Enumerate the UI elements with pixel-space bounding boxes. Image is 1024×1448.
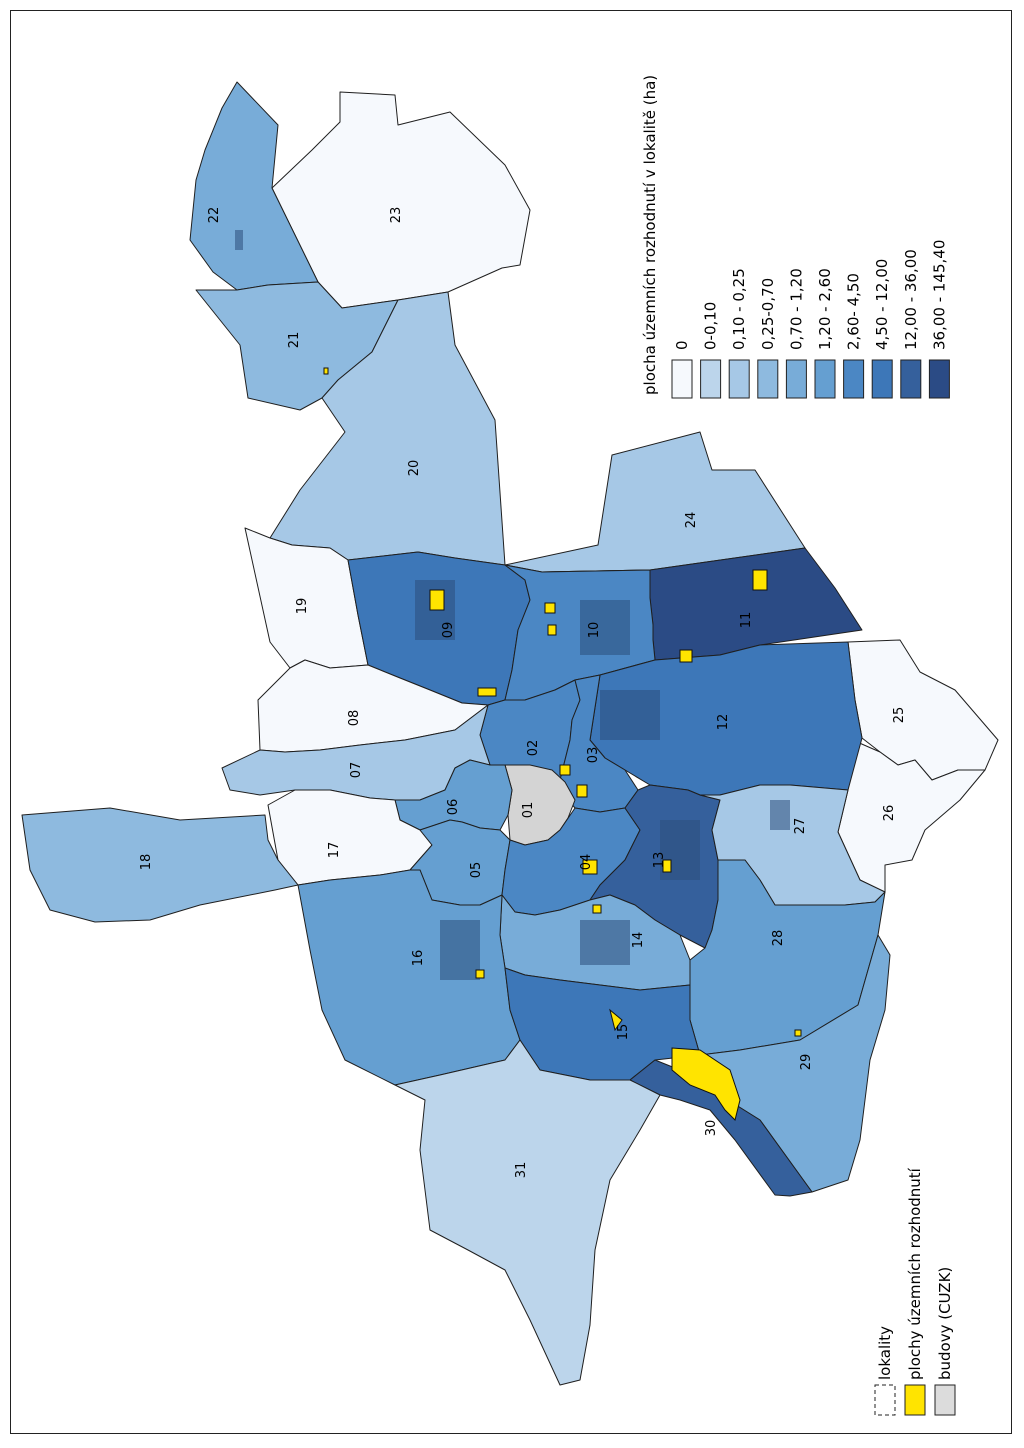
budovy-swatch bbox=[934, 1384, 956, 1416]
district-label-25: 25 bbox=[892, 707, 907, 724]
legend-swatch-1 bbox=[700, 359, 722, 399]
decision-areas-layer bbox=[323, 367, 802, 1121]
legend-label-1: 0-0,10 bbox=[702, 302, 720, 350]
district-label-13: 13 bbox=[652, 852, 667, 869]
building-cluster bbox=[235, 230, 243, 250]
district-24[interactable] bbox=[504, 431, 806, 573]
building-cluster bbox=[770, 800, 790, 830]
district-label-31: 31 bbox=[514, 1162, 529, 1179]
legend-swatch-4 bbox=[785, 359, 807, 399]
district-18[interactable] bbox=[21, 807, 299, 923]
district-label-04: 04 bbox=[579, 854, 594, 871]
district-label-27: 27 bbox=[793, 818, 808, 835]
building-cluster bbox=[600, 690, 660, 740]
lokality-swatch bbox=[874, 1384, 896, 1416]
legend-label-9: 36,00 - 145,40 bbox=[930, 240, 948, 350]
decision-area bbox=[547, 624, 557, 636]
layer-legend: lokality plochy územních rozhodnutí budo… bbox=[874, 1167, 956, 1416]
district-label-14: 14 bbox=[631, 932, 646, 949]
decision-area bbox=[477, 687, 497, 697]
legend-swatch-5 bbox=[814, 359, 836, 399]
decision-area bbox=[475, 969, 485, 979]
legend-swatch-3 bbox=[757, 359, 779, 399]
decision-area bbox=[609, 1008, 623, 1032]
district-label-05: 05 bbox=[469, 862, 484, 879]
district-label-15: 15 bbox=[616, 1024, 631, 1041]
district-label-28: 28 bbox=[771, 930, 786, 947]
legend-swatch-8 bbox=[900, 359, 922, 399]
budovy-label: budovy (CUZK) bbox=[936, 1267, 954, 1380]
legend-label-4: 0,70 - 1,20 bbox=[787, 268, 805, 350]
legend-swatch-7 bbox=[871, 359, 893, 399]
decision-area bbox=[429, 589, 445, 611]
district-label-02: 02 bbox=[526, 740, 541, 757]
district-22[interactable] bbox=[189, 81, 319, 291]
district-16[interactable] bbox=[297, 869, 521, 1086]
district-label-08: 08 bbox=[347, 710, 362, 727]
legend-swatch-2 bbox=[728, 359, 750, 399]
district-labels: 01 02 03 04 05 06 07 08 09 10 11 12 13 14 15 16 17 18 19 20… bbox=[139, 207, 907, 1179]
district-label-11: 11 bbox=[739, 612, 754, 629]
legend-classes: 0 0-0,10 0,10 - 0,25 0,25-0,70 0,70 - 1,20 1,… bbox=[671, 240, 950, 399]
legend-label-6: 2,60- 4,50 bbox=[845, 273, 863, 350]
district-label-18: 18 bbox=[139, 854, 154, 871]
district-label-20: 20 bbox=[407, 460, 422, 477]
building-cluster bbox=[440, 920, 480, 980]
decision-area bbox=[323, 367, 329, 375]
decision-area bbox=[592, 904, 602, 914]
legend: plocha územních rozhodnutí v lokalitě (h… bbox=[641, 75, 950, 399]
legend-swatch-9 bbox=[928, 359, 950, 399]
district-label-10: 10 bbox=[587, 622, 602, 639]
district-label-17: 17 bbox=[327, 842, 342, 859]
district-layer bbox=[21, 81, 999, 1386]
decision-area bbox=[559, 764, 571, 776]
decision-area bbox=[662, 859, 672, 873]
building-cluster bbox=[580, 600, 630, 655]
district-label-22: 22 bbox=[207, 207, 222, 224]
lokality-label: lokality bbox=[876, 1326, 894, 1380]
district-label-30: 30 bbox=[704, 1120, 719, 1137]
legend-label-2: 0,10 - 0,25 bbox=[730, 268, 748, 350]
decision-area bbox=[671, 1047, 741, 1121]
district-label-09: 09 bbox=[441, 622, 456, 639]
district-label-19: 19 bbox=[295, 598, 310, 615]
decision-area bbox=[544, 602, 556, 614]
decision-area bbox=[679, 649, 693, 663]
district-label-03: 03 bbox=[586, 747, 601, 764]
decision-area bbox=[582, 859, 598, 875]
district-label-23: 23 bbox=[389, 207, 404, 224]
legend-label-7: 4,50 - 12,00 bbox=[873, 259, 891, 350]
decision-area bbox=[576, 784, 588, 798]
plochy-label: plochy územních rozhodnutí bbox=[906, 1167, 924, 1380]
district-label-29: 29 bbox=[799, 1054, 814, 1071]
decision-area bbox=[752, 569, 768, 591]
legend-swatch-6 bbox=[843, 359, 865, 399]
district-label-07: 07 bbox=[349, 762, 364, 779]
legend-label-5: 1,20 - 2,60 bbox=[816, 268, 834, 350]
district-label-16: 16 bbox=[411, 950, 426, 967]
buildings-layer bbox=[235, 230, 790, 980]
district-31[interactable] bbox=[394, 1039, 661, 1386]
district-label-12: 12 bbox=[716, 714, 731, 731]
legend-swatch-0 bbox=[671, 359, 693, 399]
district-23[interactable] bbox=[271, 91, 531, 309]
plochy-swatch bbox=[904, 1384, 926, 1416]
legend-label-0: 0 bbox=[673, 340, 691, 350]
decision-area bbox=[794, 1029, 802, 1037]
district-label-01: 01 bbox=[521, 802, 536, 819]
map-frame bbox=[10, 10, 1012, 1434]
building-cluster bbox=[580, 920, 630, 965]
legend-label-8: 12,00 - 36,00 bbox=[902, 249, 920, 350]
legend-title: plocha územních rozhodnutí v lokalitě (h… bbox=[641, 75, 659, 395]
district-label-21: 21 bbox=[287, 332, 302, 349]
district-label-26: 26 bbox=[882, 805, 897, 822]
district-label-06: 06 bbox=[446, 799, 461, 816]
district-label-24: 24 bbox=[684, 512, 699, 529]
legend-label-3: 0,25-0,70 bbox=[759, 278, 777, 350]
